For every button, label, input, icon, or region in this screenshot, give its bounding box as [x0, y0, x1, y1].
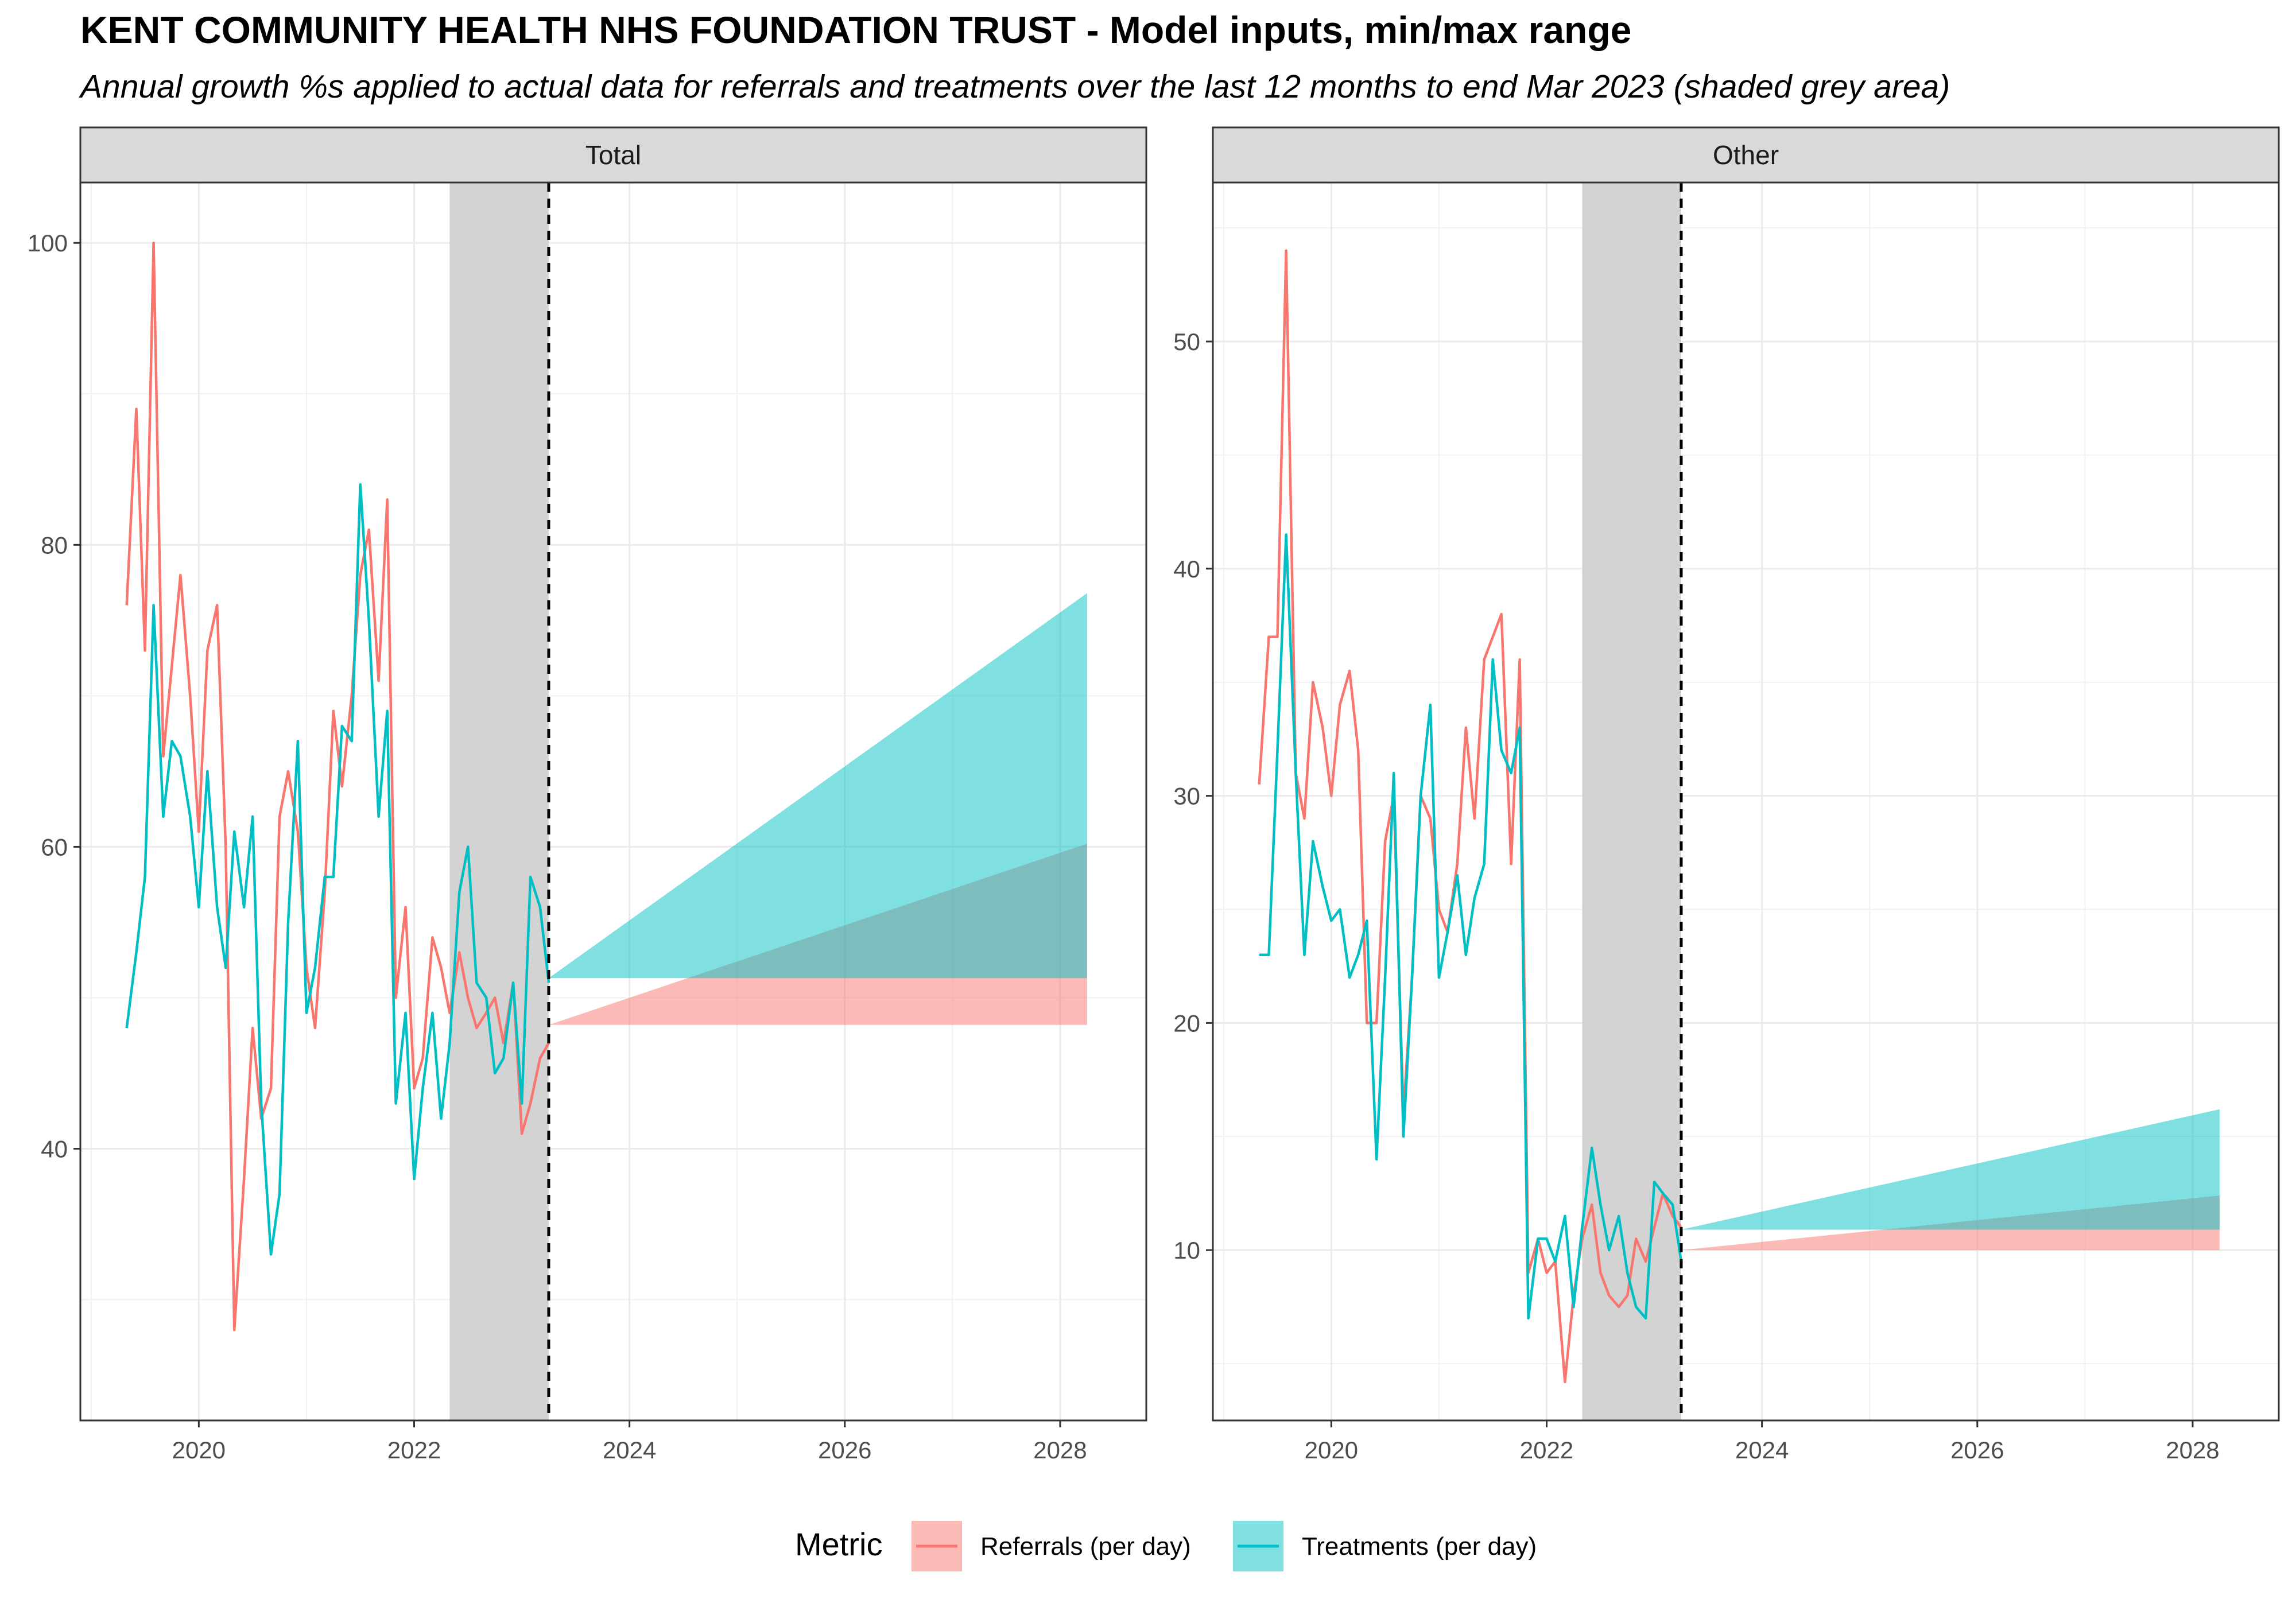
panels: Total 40 60 80 100 2020 2022 2024 2026 2028 Other 1… — [28, 126, 2280, 1464]
facet-strip — [1212, 126, 2280, 184]
y-tick-label: 40 — [41, 1136, 68, 1163]
facet-strip — [79, 126, 1147, 184]
plot-area — [1213, 183, 2279, 1420]
x-tick-label: 2020 — [1305, 1437, 1358, 1464]
series-line-treatments — [1259, 533, 1683, 1320]
plot-area — [80, 183, 1146, 1420]
facet-strip-label: Other — [1713, 140, 1779, 170]
y-tick-label: 10 — [1173, 1237, 1200, 1264]
series-line-referrals — [1258, 249, 1682, 1383]
x-tick-label: 2028 — [1033, 1437, 1087, 1464]
x-tick-label: 2020 — [172, 1437, 226, 1464]
y-tick-label: 60 — [41, 833, 68, 860]
series-line-referrals — [125, 241, 550, 1332]
y-tick-label: 20 — [1173, 1010, 1200, 1037]
y-tick-label: 100 — [28, 230, 68, 257]
y-tick-label: 30 — [1173, 783, 1200, 810]
panel-total: Total 40 60 80 100 2020 2022 2024 2026 2028 — [28, 126, 1147, 1464]
x-tick-label: 2022 — [387, 1437, 441, 1464]
x-tick-label: 2022 — [1520, 1437, 1573, 1464]
panel-other: Other 10 20 30 40 50 2020 2022 2024 2026 2028 — [1173, 126, 2280, 1464]
panel-border — [79, 181, 1147, 1422]
x-tick-label: 2026 — [1950, 1437, 2004, 1464]
chart-subtitle: Annual growth %s applied to actual data … — [79, 68, 1950, 105]
shaded-period — [449, 183, 549, 1420]
legend-label-treatments: Treatments (per day) — [1302, 1532, 1537, 1561]
panel-border — [1212, 181, 2280, 1422]
x-tick-label: 2028 — [2166, 1437, 2219, 1464]
x-tick-label: 2026 — [818, 1437, 871, 1464]
series-line-treatments — [125, 483, 550, 1256]
legend-title: Metric — [795, 1526, 882, 1562]
facet-strip-label: Total — [585, 140, 641, 170]
x-tick-label: 2024 — [603, 1437, 656, 1464]
forecast-band-treatments — [1681, 1109, 2220, 1230]
legend: Metric Referrals (per day) Treatments (per… — [795, 1521, 1537, 1571]
x-tick-label: 2024 — [1735, 1437, 1789, 1464]
y-tick-label: 80 — [41, 531, 68, 558]
y-tick-label: 50 — [1173, 328, 1200, 355]
shaded-period — [1582, 183, 1681, 1420]
y-tick-label: 40 — [1173, 556, 1200, 583]
chart-title: KENT COMMUNITY HEALTH NHS FOUNDATION TRU… — [80, 9, 1631, 51]
legend-label-referrals: Referrals (per day) — [980, 1532, 1191, 1561]
forecast-band-treatments — [548, 593, 1087, 979]
